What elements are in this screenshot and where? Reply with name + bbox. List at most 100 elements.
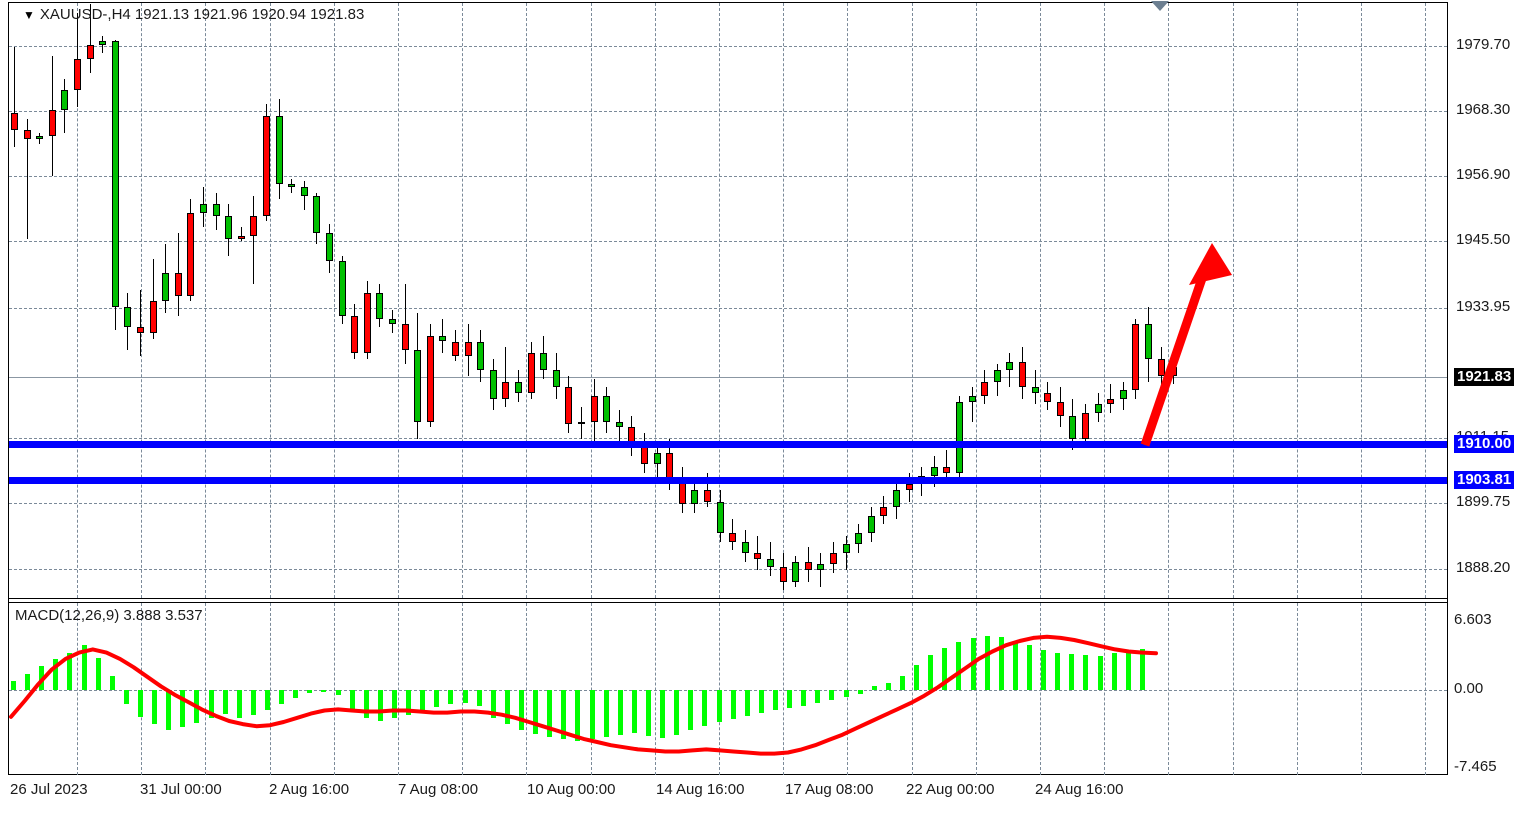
macd-histogram-bar — [843, 690, 849, 697]
candlestick — [1082, 3, 1089, 598]
candle-body — [590, 395, 598, 422]
candlestick — [880, 3, 888, 598]
macd-histogram-bar — [448, 690, 454, 705]
candle-body — [250, 215, 258, 236]
time-gridline — [1104, 3, 1106, 598]
macd-histogram-bar — [787, 690, 793, 709]
last-price-badge[interactable]: 1921.83 — [1454, 367, 1515, 386]
candle-body — [1056, 401, 1064, 416]
candlestick — [615, 3, 623, 598]
period-separator-marker-icon[interactable] — [1151, 1, 1169, 11]
candlestick — [288, 3, 296, 598]
candle-body — [1031, 387, 1039, 393]
price-axis[interactable]: 1979.70 1968.30 1956.90 1945.50 1933.95 1921.… — [1448, 2, 1526, 775]
price-panel[interactable]: ▼ XAUUSD-,H4 1921.13 1921.96 1920.94 1921… — [9, 3, 1447, 599]
macd-histogram-bar — [519, 690, 524, 731]
macd-histogram-bar — [1083, 654, 1089, 691]
macd-signal-line — [9, 634, 1158, 756]
macd-histogram-bar — [942, 648, 948, 691]
candlestick — [552, 3, 560, 598]
candlestick — [893, 3, 900, 598]
candle-body — [174, 272, 182, 296]
candle-wick — [656, 444, 658, 485]
candle-body — [956, 401, 963, 473]
macd-tick-label: 0.00 — [1454, 680, 1484, 698]
candlestick — [376, 3, 384, 598]
candle-body — [981, 381, 989, 396]
macd-histogram-bar — [406, 690, 412, 715]
time-gridline — [1296, 603, 1298, 775]
level-price-badge-support[interactable]: 1903.81 — [1454, 470, 1515, 489]
macd-histogram-bar — [533, 690, 539, 734]
candlestick — [1094, 3, 1102, 598]
candle-body — [86, 45, 94, 59]
level-line-resistance[interactable] — [9, 441, 1447, 449]
candlestick — [817, 3, 825, 598]
time-gridline — [462, 603, 464, 775]
candlestick — [515, 3, 522, 598]
macd-histogram-bar — [349, 690, 355, 710]
time-gridline — [205, 3, 207, 598]
candlestick — [729, 3, 737, 598]
candle-body — [716, 501, 724, 533]
candlestick — [993, 3, 1001, 598]
macd-histogram-bar — [321, 690, 327, 692]
candlestick — [263, 3, 270, 598]
candlestick — [754, 3, 762, 598]
candle-body — [401, 324, 409, 351]
candle-body — [1132, 324, 1140, 391]
candlestick — [666, 3, 674, 598]
macd-histogram-bar — [758, 690, 764, 713]
candle-body — [678, 481, 686, 505]
macd-histogram-bar — [1041, 650, 1047, 691]
macd-histogram-bar — [914, 665, 920, 691]
candle-body — [754, 552, 762, 559]
time-gridline — [1232, 3, 1234, 598]
price-gridline — [9, 569, 1447, 570]
macd-histogram-bar — [293, 690, 299, 698]
price-plot-area[interactable] — [9, 3, 1447, 598]
macd-histogram-bar — [392, 690, 397, 718]
candlestick — [237, 3, 245, 598]
time-gridline — [783, 3, 785, 598]
price-gridline — [9, 241, 1447, 243]
candle-body — [351, 315, 359, 353]
macd-panel[interactable]: MACD(12,26,9) 3.888 3.537 — [9, 602, 1447, 775]
candle-body — [565, 387, 573, 425]
macd-plot-area[interactable] — [9, 603, 1447, 775]
macd-histogram-bar — [335, 690, 341, 695]
candle-body — [149, 301, 157, 333]
macd-histogram-bar — [265, 690, 270, 711]
candlestick — [414, 3, 422, 598]
candlestick — [981, 3, 989, 598]
time-gridline — [1425, 3, 1427, 598]
macd-histogram-bar — [81, 645, 87, 691]
macd-histogram-bar — [829, 690, 835, 700]
time-axis[interactable]: 26 Jul 2023 31 Jul 00:00 2 Aug 16:00 7 Aug … — [8, 777, 1448, 811]
level-line-support[interactable] — [9, 476, 1447, 484]
candlestick — [1157, 3, 1165, 598]
candle-body — [1119, 390, 1127, 399]
time-gridline — [1425, 603, 1427, 775]
triangle-down-icon[interactable]: ▼ — [23, 8, 35, 22]
candle-body — [137, 327, 144, 333]
macd-tick-label: -7.465 — [1454, 758, 1497, 775]
macd-histogram-bar — [1139, 649, 1145, 691]
candle-body — [1019, 361, 1026, 388]
candlestick — [86, 3, 94, 598]
macd-histogram-bar — [307, 690, 313, 693]
candle-body — [729, 532, 737, 542]
level-price-badge-resistance[interactable]: 1910.00 — [1454, 435, 1515, 454]
chart-frame: ▼ XAUUSD-,H4 1921.13 1921.96 1920.94 1921… — [8, 2, 1448, 775]
candle-body — [1170, 367, 1178, 376]
price-gridline — [9, 176, 1447, 178]
time-gridline — [911, 603, 913, 775]
candle-wick — [1034, 370, 1036, 405]
candle-body — [212, 204, 220, 216]
candle-body — [842, 544, 850, 553]
candlestick — [842, 3, 850, 598]
candlestick — [124, 3, 132, 598]
candlestick — [704, 3, 711, 598]
time-gridline — [398, 3, 399, 598]
time-gridline — [269, 3, 271, 598]
